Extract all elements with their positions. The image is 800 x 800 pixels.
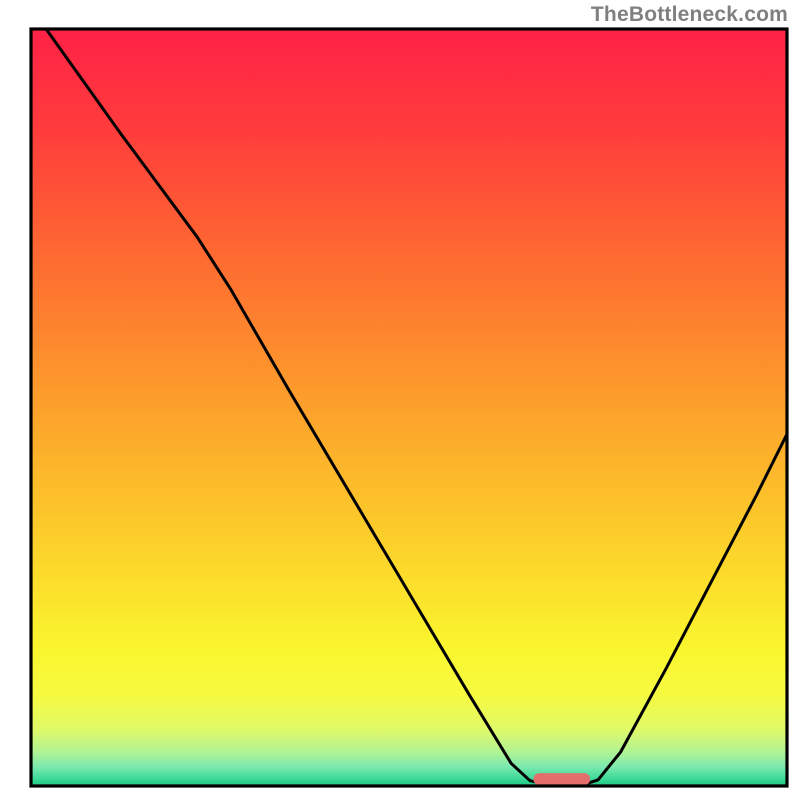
gradient-background bbox=[31, 29, 787, 786]
chart-container: TheBottleneck.com bbox=[0, 0, 800, 800]
bottleneck-curve-chart bbox=[0, 0, 800, 800]
optimal-zone-marker bbox=[533, 773, 590, 785]
watermark-text: TheBottleneck.com bbox=[591, 3, 788, 27]
